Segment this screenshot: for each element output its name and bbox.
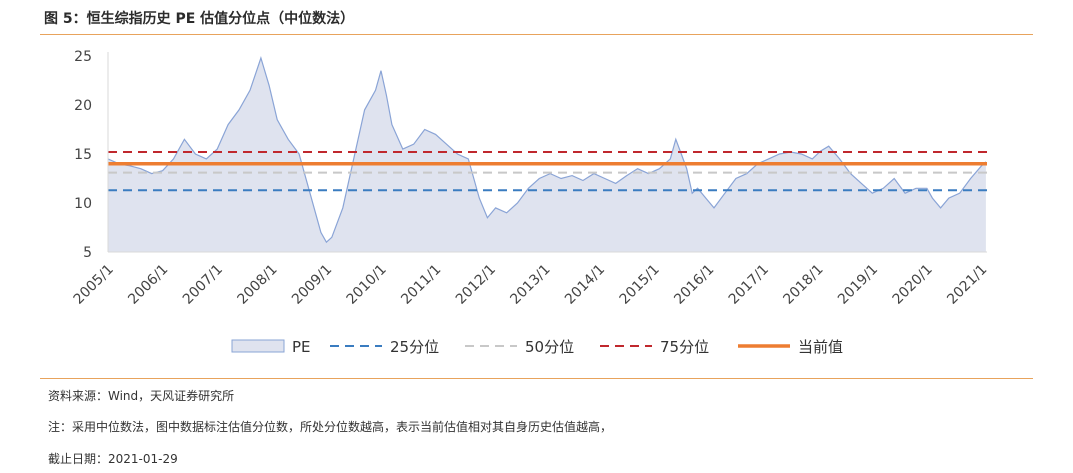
x-tick-label: 2019/1	[835, 262, 881, 308]
x-tick-label: 2017/1	[726, 262, 772, 308]
x-tick-label: 2020/1	[890, 262, 936, 308]
x-tick-label: 2015/1	[617, 262, 663, 308]
legend-label: 当前值	[798, 338, 843, 356]
source-rule	[40, 378, 1033, 379]
pe-line	[107, 56, 987, 244]
x-tick-label: 2010/1	[344, 262, 390, 308]
cutoff-date: 截止日期：2021-01-29	[48, 452, 178, 466]
source-text: 资料来源：Wind，天风证券研究所	[48, 389, 235, 403]
y-tick-label: 15	[74, 147, 92, 163]
x-tick-label: 2018/1	[780, 262, 826, 308]
x-tick-label: 2011/1	[398, 262, 444, 308]
legend-label: PE	[292, 338, 311, 356]
x-tick-label: 2005/1	[71, 262, 117, 308]
x-tick-label: 2009/1	[289, 262, 335, 308]
x-tick-label: 2021/1	[944, 262, 990, 308]
y-tick-label: 5	[83, 245, 92, 261]
legend-label: 25分位	[390, 338, 439, 356]
x-tick-label: 2006/1	[125, 262, 171, 308]
x-tick-label: 2014/1	[562, 262, 608, 308]
y-tick-label: 10	[74, 196, 92, 212]
x-tick-label: 2012/1	[453, 262, 499, 308]
legend-label: 75分位	[660, 338, 709, 356]
x-tick-label: 2008/1	[234, 262, 280, 308]
note-text: 注：采用中位数法，图中数据标注估值分位数，所处分位数越高，表示当前估值相对其自身…	[48, 420, 613, 434]
x-tick-label: 2007/1	[180, 262, 226, 308]
y-tick-label: 25	[74, 49, 92, 65]
x-tick-label: 2013/1	[507, 262, 553, 308]
figure-title: 图 5：恒生综指历史 PE 估值分位点（中位数法）	[44, 11, 355, 27]
y-tick-label: 20	[74, 98, 92, 114]
legend-label: 50分位	[525, 338, 574, 356]
x-tick-label: 2016/1	[671, 262, 717, 308]
legend-pe-swatch	[231, 339, 285, 353]
pe-area	[108, 58, 986, 252]
title-rule	[40, 34, 1033, 35]
